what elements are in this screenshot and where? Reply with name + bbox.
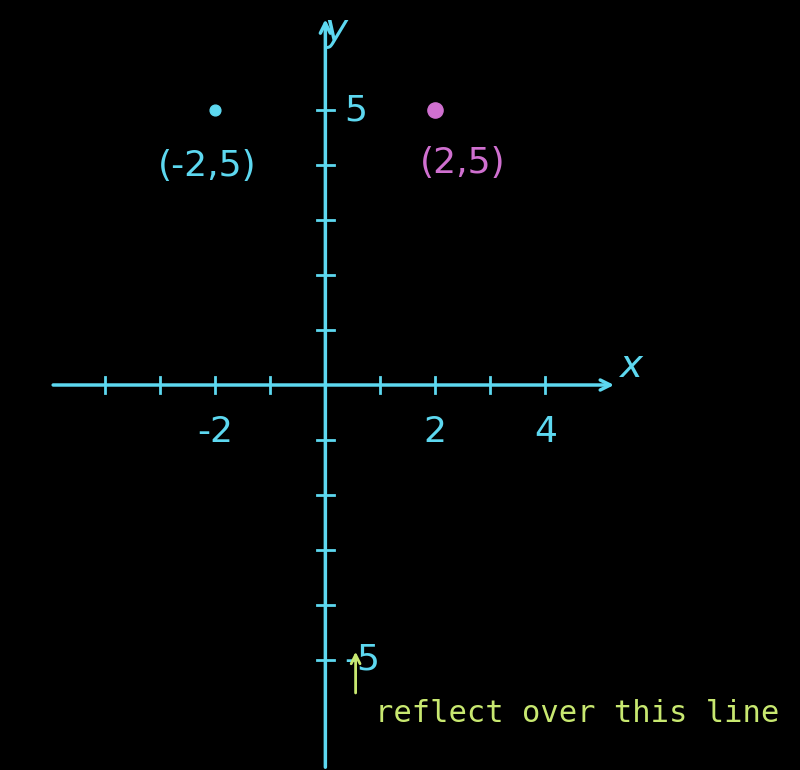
Text: y: y <box>325 11 348 49</box>
Text: 2: 2 <box>424 415 447 449</box>
Text: reflect over this line: reflect over this line <box>375 698 779 728</box>
Text: x: x <box>620 346 642 385</box>
Text: 4: 4 <box>534 415 557 449</box>
Text: -2: -2 <box>198 415 234 449</box>
Text: 5: 5 <box>345 93 368 127</box>
Text: (2,5): (2,5) <box>420 146 506 179</box>
Point <box>209 104 222 116</box>
Text: (-2,5): (-2,5) <box>158 149 257 182</box>
Text: -5: -5 <box>345 643 381 677</box>
Point <box>429 104 442 116</box>
